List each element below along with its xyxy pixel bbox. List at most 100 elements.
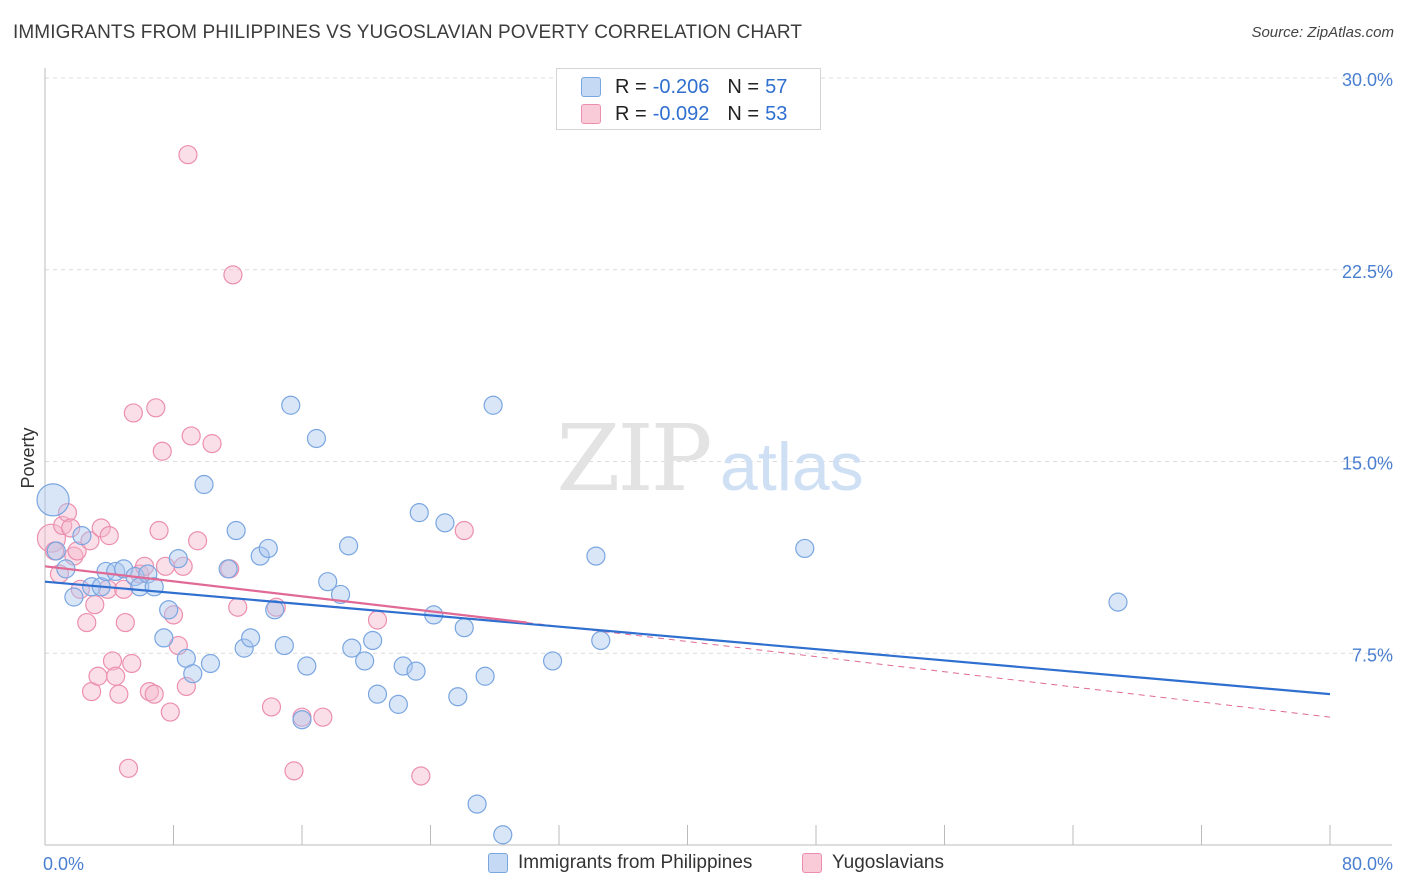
data-point-yugoslavians <box>61 518 81 538</box>
tick-labels: 7.5% 15.0% 22.5% 30.0% 0.0% 80.0% <box>43 70 1393 874</box>
bottom-legend-swatch-blue <box>488 853 508 873</box>
legend-r-label: R = <box>615 75 647 98</box>
data-point-yugoslavians <box>178 145 198 165</box>
data-point-philippines <box>36 483 70 517</box>
bottom-legend-philippines: Immigrants from Philippines <box>488 852 752 874</box>
y-tick-label: 7.5% <box>1352 645 1393 665</box>
data-point-yugoslavians <box>67 541 87 561</box>
data-point-philippines <box>154 628 174 648</box>
data-point-yugoslavians <box>99 526 119 546</box>
data-point-philippines <box>274 635 294 656</box>
data-point-philippines <box>542 651 563 671</box>
data-point-philippines <box>114 559 134 579</box>
data-point-philippines <box>586 546 606 566</box>
y-tick-label: 15.0% <box>1342 454 1393 474</box>
trend-line-yugoslavians <box>44 565 528 624</box>
data-point-philippines <box>241 628 261 648</box>
chart-title: IMMIGRANTS FROM PHILIPPINES VS YUGOSLAVI… <box>13 22 803 43</box>
y-axis-label: Poverty <box>18 427 38 488</box>
data-point-philippines <box>297 656 317 676</box>
legend-swatch-pink <box>581 104 601 124</box>
data-point-philippines <box>493 825 513 845</box>
y-tick-label: 22.5% <box>1342 262 1393 282</box>
data-point-yugoslavians <box>149 520 169 541</box>
trend-lines <box>44 565 1331 718</box>
data-point-philippines <box>363 630 383 651</box>
data-point-philippines <box>388 694 408 714</box>
philippines-points <box>36 395 1128 845</box>
bottom-legend-label: Yugoslavians <box>832 852 944 873</box>
trend-line-philippines <box>44 580 1331 696</box>
data-point-philippines <box>367 684 388 704</box>
legend-n-value: 57 <box>765 75 788 98</box>
data-point-yugoslavians <box>160 702 180 722</box>
data-point-yugoslavians <box>152 441 172 461</box>
legend-r-label: R = <box>615 102 647 125</box>
data-point-yugoslavians <box>134 556 155 576</box>
data-point-philippines <box>330 584 351 605</box>
data-point-philippines <box>342 638 362 658</box>
data-point-yugoslavians <box>261 697 282 717</box>
watermark: ZIP atlas <box>556 405 863 512</box>
data-point-philippines <box>409 503 429 523</box>
data-point-philippines <box>258 538 278 559</box>
data-point-philippines <box>46 541 66 561</box>
data-point-philippines <box>183 664 203 684</box>
data-point-yugoslavians <box>367 610 388 630</box>
data-point-philippines <box>467 794 487 814</box>
bottom-legend-yugoslavians: Yugoslavians <box>802 852 944 874</box>
data-point-philippines <box>218 559 238 579</box>
legend-row-philippines: R = -0.206 N = 57 <box>581 75 787 99</box>
data-point-philippines <box>194 474 214 495</box>
bottom-legend-swatch-pink <box>802 853 822 873</box>
data-point-philippines <box>281 395 301 415</box>
trend-line-yugoslavians-extended <box>526 622 1331 718</box>
data-point-yugoslavians <box>57 503 78 523</box>
data-point-yugoslavians <box>146 398 166 418</box>
data-point-yugoslavians <box>85 595 105 615</box>
data-point-philippines <box>454 618 474 638</box>
data-point-philippines <box>393 656 413 676</box>
data-point-philippines <box>234 638 254 658</box>
data-point-yugoslavians <box>187 531 208 551</box>
axes <box>44 68 1392 846</box>
legend-n-label: N = <box>727 102 760 125</box>
data-point-yugoslavians <box>202 434 222 454</box>
x-tick-label: 80.0% <box>1342 854 1393 874</box>
data-point-yugoslavians <box>118 758 139 778</box>
data-point-yugoslavians <box>122 653 142 674</box>
data-point-philippines <box>591 630 611 651</box>
legend-r-value: -0.206 <box>652 75 710 98</box>
data-point-yugoslavians <box>102 651 123 671</box>
source-label: Source: ZipAtlas.com <box>1251 24 1394 41</box>
data-point-yugoslavians <box>123 403 143 423</box>
data-point-philippines <box>64 587 84 607</box>
legend-swatch-blue <box>581 77 601 97</box>
data-point-yugoslavians <box>223 265 243 285</box>
bottom-legend-label: Immigrants from Philippines <box>518 852 753 873</box>
data-point-yugoslavians <box>313 707 333 727</box>
data-point-yugoslavians <box>144 684 164 704</box>
data-point-philippines <box>72 526 92 546</box>
data-point-philippines <box>200 653 221 674</box>
legend-n-value: 53 <box>765 102 788 125</box>
legend-row-yugoslavians: R = -0.092 N = 53 <box>581 102 787 126</box>
data-point-philippines <box>226 520 246 541</box>
data-point-philippines <box>265 600 285 620</box>
data-point-philippines <box>1108 592 1128 612</box>
data-point-philippines <box>483 395 503 415</box>
data-point-yugoslavians <box>284 761 304 781</box>
watermark-zip: ZIP <box>556 405 709 512</box>
data-point-philippines <box>355 651 375 671</box>
data-point-philippines <box>795 538 815 559</box>
data-point-philippines <box>292 710 312 730</box>
data-point-philippines <box>168 549 188 569</box>
data-point-yugoslavians <box>454 520 474 541</box>
data-point-philippines <box>318 572 338 592</box>
x-tick-label: 0.0% <box>43 854 84 874</box>
data-point-yugoslavians <box>88 666 108 686</box>
grid-lines <box>45 77 1392 654</box>
data-point-yugoslavians <box>109 684 129 704</box>
yugoslavians-points <box>36 145 474 786</box>
data-point-philippines <box>250 546 270 566</box>
